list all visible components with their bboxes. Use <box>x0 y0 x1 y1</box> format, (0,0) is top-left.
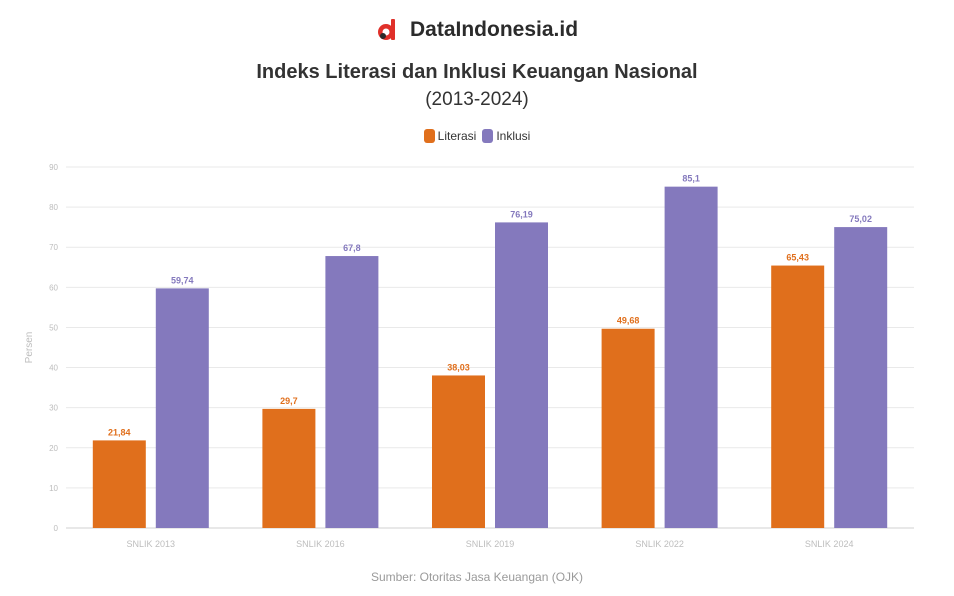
data-label-literasi-0: 21,84 <box>108 427 131 437</box>
data-label-literasi-3: 49,68 <box>617 316 640 326</box>
legend-swatch-literasi <box>423 129 435 143</box>
y-tick-label-10: 10 <box>49 484 58 493</box>
y-tick-label-60: 60 <box>49 283 58 292</box>
chart-title: Indeks Literasi dan Inklusi Keuangan Nas… <box>256 61 698 83</box>
bar-inklusi-1 <box>325 256 379 528</box>
x-tick-label-1: SNLIK 2016 <box>296 539 345 549</box>
brand-name: DataIndonesia.id <box>409 18 579 41</box>
bar-literasi-4 <box>771 265 825 528</box>
data-label-inklusi-1: 67,8 <box>343 243 361 253</box>
bar-inklusi-3 <box>664 186 718 528</box>
bar-literasi-0 <box>92 440 146 528</box>
brand-header: DataIndonesia.id <box>0 18 954 42</box>
dataindonesia-logo-icon <box>377 19 395 40</box>
data-label-literasi-1: 29,7 <box>280 396 298 406</box>
data-label-inklusi-3: 85,1 <box>682 174 700 184</box>
y-tick-label-80: 80 <box>49 203 58 212</box>
legend-label-inklusi: Inklusi <box>496 129 531 143</box>
legend-swatch-inklusi <box>482 129 494 143</box>
x-tick-label-0: SNLIK 2013 <box>127 539 176 549</box>
legend-label-literasi: Literasi <box>437 129 477 143</box>
data-label-literasi-2: 38,03 <box>447 362 470 372</box>
y-tick-label-0: 0 <box>54 524 59 533</box>
y-tick-label-90: 90 <box>49 163 58 172</box>
x-tick-label-4: SNLIK 2024 <box>805 539 854 549</box>
legend-item-inklusi[interactable]: Inklusi <box>482 129 530 143</box>
bar-inklusi-2 <box>495 222 548 529</box>
data-label-inklusi-4: 75,02 <box>849 214 872 224</box>
bar-literasi-2 <box>432 375 485 528</box>
chart-legend: Literasi Inklusi <box>0 129 954 143</box>
legend-item-literasi[interactable]: Literasi <box>423 129 477 143</box>
source-note: Sumber: Otoritas Jasa Keuangan (OJK) <box>370 570 584 584</box>
bar-literasi-1 <box>262 408 316 528</box>
y-tick-label-70: 70 <box>49 243 58 252</box>
chart-subtitle: (2013-2024) <box>425 89 529 110</box>
y-tick-label-50: 50 <box>49 323 58 332</box>
bar-inklusi-0 <box>155 288 209 528</box>
x-tick-label-3: SNLIK 2022 <box>635 539 684 549</box>
bar-inklusi-4 <box>834 227 888 529</box>
y-tick-label-30: 30 <box>49 404 58 413</box>
x-tick-label-2: SNLIK 2019 <box>466 539 515 549</box>
bar-literasi-3 <box>601 328 655 528</box>
y-axis-title: Persen <box>24 332 35 364</box>
data-label-literasi-4: 65,43 <box>786 253 809 263</box>
data-label-inklusi-2: 76,19 <box>510 209 533 219</box>
data-label-inklusi-0: 59,74 <box>171 275 194 285</box>
y-tick-label-40: 40 <box>49 364 58 373</box>
y-tick-label-20: 20 <box>49 444 58 453</box>
